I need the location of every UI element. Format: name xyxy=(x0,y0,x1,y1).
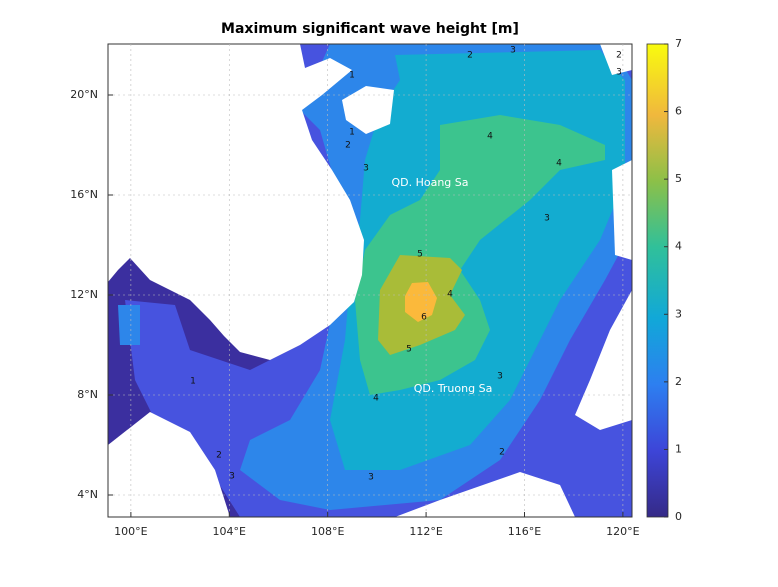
x-tick-label: 100°E xyxy=(114,525,147,538)
colorbar xyxy=(646,43,669,518)
contour-label: 3 xyxy=(229,472,235,482)
x-tick-label: 112°E xyxy=(409,525,442,538)
contour-label: 3 xyxy=(544,214,550,224)
colorbar-tick-label: 7 xyxy=(675,37,682,50)
colorbar-tick-label: 3 xyxy=(675,307,682,320)
contour-label: 3 xyxy=(616,68,622,78)
y-tick-label: 8°N xyxy=(77,388,98,401)
contour-label: 2 xyxy=(216,451,222,461)
contour-label: 2 xyxy=(467,51,473,61)
contour-label: 2 xyxy=(616,51,622,61)
sea-level-2 xyxy=(118,305,140,345)
map-fill xyxy=(108,44,632,517)
colorbar-tick-label: 5 xyxy=(675,172,682,185)
sea-level-6 xyxy=(405,282,437,322)
land xyxy=(108,44,632,517)
contour-label: 6 xyxy=(421,313,427,323)
y-tick-label: 12°N xyxy=(70,288,98,301)
colorbar-tick-label: 2 xyxy=(675,375,682,388)
colorbar-tick-label: 0 xyxy=(675,510,682,523)
place-label: QD. Hoang Sa xyxy=(391,176,468,189)
contour-label: 3 xyxy=(368,473,374,483)
x-tick-label: 104°E xyxy=(213,525,246,538)
contour-label: 1 xyxy=(190,377,196,387)
contour-label: 4 xyxy=(373,394,379,404)
x-tick-label: 120°E xyxy=(606,525,639,538)
contour-label: 2 xyxy=(345,141,351,151)
contour-label: 4 xyxy=(556,159,562,169)
y-tick-label: 4°N xyxy=(77,488,98,501)
contour-label: 4 xyxy=(487,132,493,142)
y-tick-label: 16°N xyxy=(70,188,98,201)
title: Maximum significant wave height [m] xyxy=(221,21,519,37)
colorbar-tick-label: 1 xyxy=(675,442,682,455)
contour-label: 3 xyxy=(497,372,503,382)
y-tick-label: 20°N xyxy=(70,88,98,101)
contour-label: 1 xyxy=(349,71,355,81)
x-tick-label: 108°E xyxy=(311,525,344,538)
contour-label: 5 xyxy=(406,345,412,355)
colorbar-tick-label: 4 xyxy=(675,240,682,253)
contour-label: 3 xyxy=(510,46,516,56)
contour-label: 3 xyxy=(363,164,369,174)
map-frame xyxy=(107,43,633,518)
place-label: QD. Truong Sa xyxy=(414,382,493,395)
contour-label: 2 xyxy=(499,448,505,458)
x-tick-label: 116°E xyxy=(508,525,541,538)
contour-label: 4 xyxy=(447,290,453,300)
colorbar-tick-label: 6 xyxy=(675,105,682,118)
contour-label: 1 xyxy=(349,128,355,138)
contour-label: 5 xyxy=(417,250,423,260)
